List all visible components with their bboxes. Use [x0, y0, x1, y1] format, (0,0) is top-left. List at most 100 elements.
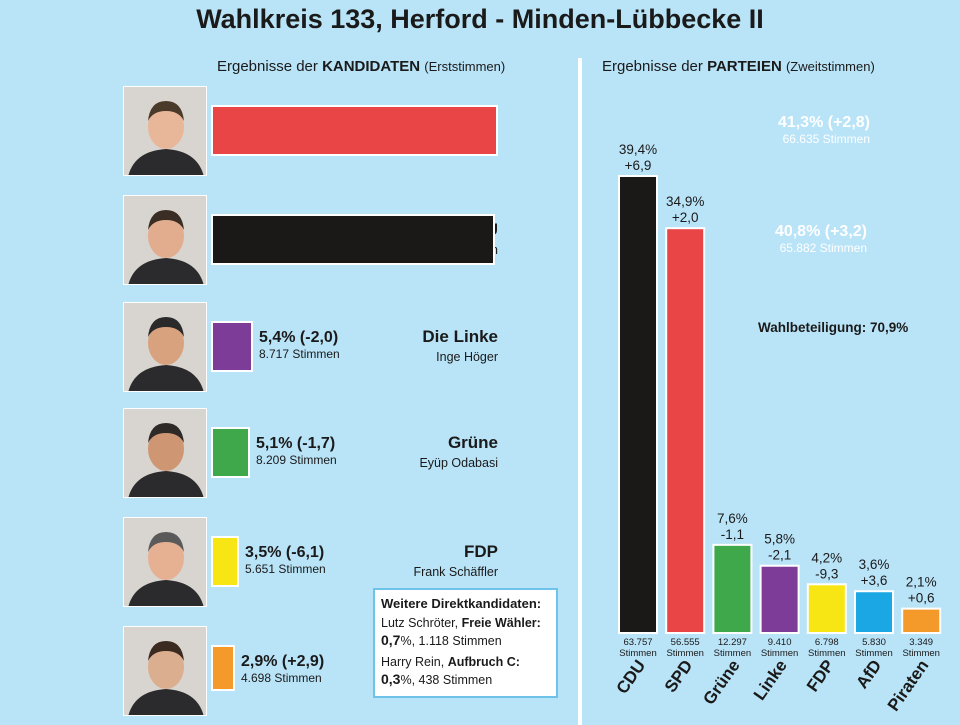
party-votes-label: 6.798 [815, 637, 839, 648]
candidate-pct-label: 5,4% (-2,0) [259, 329, 339, 346]
candidates-heading-bold: KANDIDATEN [322, 58, 421, 75]
other-candidate-name: Harry Rein, [381, 655, 448, 669]
candidate-party: Die Linke [422, 327, 498, 346]
party-category-label: CDU [613, 656, 650, 697]
candidate-votes-label: 8.717 Stimmen [259, 347, 340, 361]
party-category-label: SPD [661, 656, 697, 696]
candidate-name: Frank Schäffler [413, 565, 498, 579]
other-candidate-pct-unit: %, [400, 634, 419, 648]
candidate-bar [211, 321, 253, 372]
party-category-label: Piraten [884, 656, 933, 714]
candidate-photo [123, 408, 207, 498]
candidate-bar-label: 5,1% (-1,7) 8.209 Stimmen [256, 435, 337, 467]
candidate-votes-label: 4.698 Stimmen [241, 671, 322, 685]
party-pct-label: 2,1% [906, 575, 937, 590]
candidate-pct-label: 41,3% (+2,8) [777, 114, 870, 131]
candidate-bar-label: 3,5% (-6,1) 5.651 Stimmen [245, 544, 326, 576]
page-title: Wahlkreis 133, Herford - Minden-Lübbecke… [196, 4, 764, 34]
candidate-pct-label: 40,8% (+3,2) [774, 223, 867, 240]
party-votes-label: 56.555 [671, 637, 700, 648]
party-category-label: AfD [852, 656, 885, 692]
party-category-label: Grüne [699, 656, 743, 708]
other-candidate-votes: 1.118 Stimmen [418, 634, 502, 648]
party-bar [901, 607, 942, 634]
party-bar [854, 590, 894, 634]
party-votes-unit: Stimmen [619, 648, 656, 659]
party-bar [759, 564, 800, 634]
parties-heading-suffix: (Zweitstimmen) [785, 59, 875, 74]
party-change-label: +0,6 [908, 591, 935, 606]
candidates-heading: Ergebnisse der KANDIDATEN (Erststimmen) [217, 58, 505, 75]
parties-heading-prefix: Ergebnisse der [602, 58, 708, 75]
party-pct-label: 5,8% [764, 532, 795, 547]
party-pct-label: 7,6% [717, 511, 748, 526]
party-change-label: -1,1 [721, 527, 744, 542]
party-bar-chart: 39,4%+6,963.757StimmenCDU34,9%+2,056.555… [613, 142, 942, 715]
party-votes-unit: Stimmen [666, 648, 703, 659]
party-votes-unit: Stimmen [714, 648, 751, 659]
candidates-heading-prefix: Ergebnisse der [217, 58, 323, 75]
candidate-bar [211, 105, 498, 156]
party-bar [806, 583, 847, 635]
candidate-pct-label: 5,1% (-1,7) [256, 435, 336, 452]
party-votes-label: 63.757 [623, 637, 652, 648]
party-pct-label: 34,9% [666, 194, 704, 209]
other-candidate-party: Freie Wähler: [461, 616, 541, 630]
party-votes-unit: Stimmen [808, 648, 845, 659]
party-change-label: +2,0 [672, 210, 699, 225]
parties-heading: Ergebnisse der PARTEIEN (Zweitstimmen) [602, 58, 875, 75]
other-candidate-party: Aufbruch C: [447, 655, 520, 669]
other-candidate-pct-unit: %, [400, 673, 419, 687]
candidate-bar [211, 214, 495, 265]
candidates-heading-suffix: (Erststimmen) [424, 59, 506, 74]
party-votes-label: 3.349 [909, 637, 933, 648]
party-category-label: Linke [750, 656, 791, 703]
party-change-label: -9,3 [815, 566, 838, 581]
party-bar [618, 175, 658, 634]
candidate-pct-label: 2,9% (+2,9) [241, 653, 325, 670]
party-change-label: +3,6 [861, 573, 888, 588]
other-candidate-votes: 438 Stimmen [418, 673, 493, 687]
candidate-bar-label: 41,3% (+2,8) 66.635 Stimmen [778, 114, 870, 146]
party-votes-label: 5.830 [862, 637, 886, 648]
party-bar [665, 227, 706, 634]
candidate-votes-label: 8.209 Stimmen [256, 453, 337, 467]
party-pct-label: 4,2% [811, 550, 842, 565]
candidate-pct-label: 3,5% (-6,1) [245, 544, 325, 561]
candidate-bar-label: 40,8% (+3,2) 65.882 Stimmen [775, 223, 867, 255]
other-candidate-entry: Lutz Schröter, Freie Wähler: 0,7%, 1.118… [381, 615, 550, 650]
other-candidate-entry: Harry Rein, Aufbruch C: 0,3%, 438 Stimme… [381, 654, 550, 689]
candidate-photo [123, 517, 207, 607]
parties-heading-bold: PARTEIEN [707, 58, 782, 75]
party-votes-label: 12.297 [718, 637, 747, 648]
candidate-party: FDP [464, 542, 498, 561]
party-votes-unit: Stimmen [902, 648, 939, 659]
candidate-photo [123, 626, 207, 716]
other-candidates-box: Weitere Direktkandidaten: Lutz Schröter,… [373, 588, 558, 698]
other-candidates-title: Weitere Direktkandidaten: [381, 596, 542, 611]
candidate-bar [211, 645, 235, 691]
other-candidate-pct: 0,7 [381, 632, 401, 648]
candidate-votes-label: 65.882 Stimmen [779, 241, 867, 255]
other-candidate-pct: 0,3 [381, 671, 401, 687]
candidate-name: Inge Höger [436, 350, 498, 364]
candidate-name: Eyüp Odabasi [419, 456, 498, 470]
party-pct-label: 3,6% [859, 557, 890, 572]
candidate-bar [211, 427, 250, 478]
other-candidate-name: Lutz Schröter, [381, 616, 462, 630]
candidate-party: Grüne [447, 433, 498, 452]
section-divider [578, 58, 582, 725]
party-category-label: FDP [803, 656, 838, 695]
party-votes-label: 9.410 [768, 637, 792, 648]
party-votes-unit: Stimmen [761, 648, 798, 659]
candidate-photo [123, 86, 207, 176]
candidate-bar [211, 536, 239, 587]
candidate-votes-label: 66.635 Stimmen [782, 132, 870, 146]
candidate-bar-label: 5,4% (-2,0) 8.717 Stimmen [259, 329, 340, 361]
candidate-bar-label: 2,9% (+2,9) 4.698 Stimmen [241, 653, 324, 685]
turnout-label: Wahlbeteiligung: 70,9% [758, 320, 909, 335]
candidate-votes-label: 5.651 Stimmen [245, 562, 326, 576]
party-change-label: +6,9 [625, 158, 652, 173]
party-change-label: -2,1 [768, 548, 791, 563]
party-votes-unit: Stimmen [855, 648, 892, 659]
